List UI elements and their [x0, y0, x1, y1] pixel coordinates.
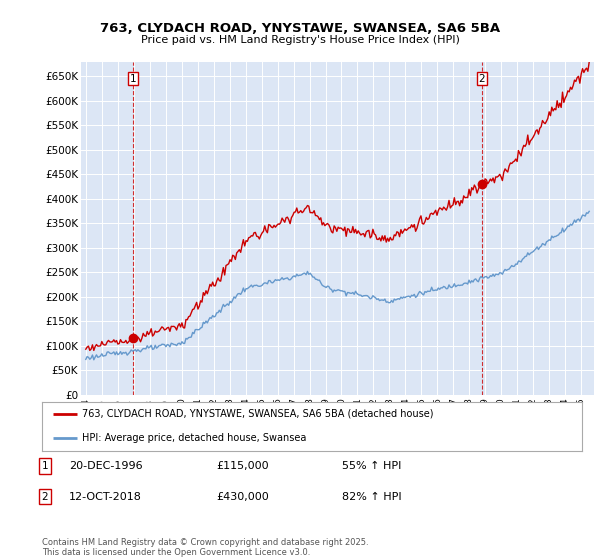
Text: 82% ↑ HPI: 82% ↑ HPI [342, 492, 401, 502]
Text: 763, CLYDACH ROAD, YNYSTAWE, SWANSEA, SA6 5BA: 763, CLYDACH ROAD, YNYSTAWE, SWANSEA, SA… [100, 22, 500, 35]
Text: 1: 1 [130, 74, 137, 84]
Text: £115,000: £115,000 [216, 461, 269, 471]
Text: Price paid vs. HM Land Registry's House Price Index (HPI): Price paid vs. HM Land Registry's House … [140, 35, 460, 45]
Text: 55% ↑ HPI: 55% ↑ HPI [342, 461, 401, 471]
Text: Contains HM Land Registry data © Crown copyright and database right 2025.
This d: Contains HM Land Registry data © Crown c… [42, 538, 368, 557]
Text: 20-DEC-1996: 20-DEC-1996 [69, 461, 143, 471]
Text: HPI: Average price, detached house, Swansea: HPI: Average price, detached house, Swan… [83, 433, 307, 444]
Text: £430,000: £430,000 [216, 492, 269, 502]
Text: 2: 2 [41, 492, 49, 502]
Text: 2: 2 [479, 74, 485, 84]
Text: 12-OCT-2018: 12-OCT-2018 [69, 492, 142, 502]
Text: 1: 1 [41, 461, 49, 471]
Text: 763, CLYDACH ROAD, YNYSTAWE, SWANSEA, SA6 5BA (detached house): 763, CLYDACH ROAD, YNYSTAWE, SWANSEA, SA… [83, 409, 434, 419]
